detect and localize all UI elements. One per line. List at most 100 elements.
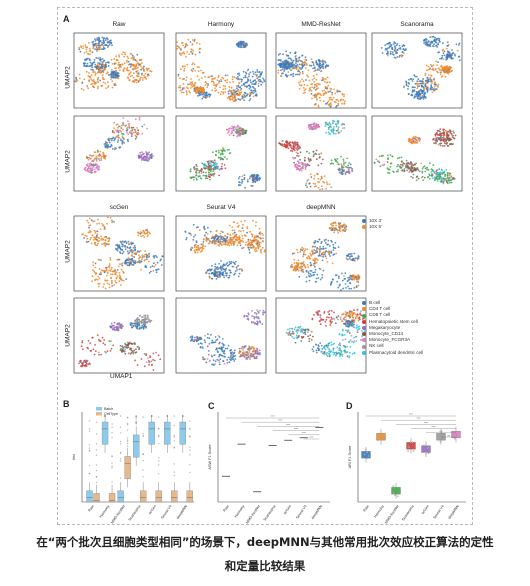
umap-batch-bottom-2-points (290, 221, 361, 291)
celltype-legend-item-text-2: CD8 T cell (369, 312, 391, 318)
umap-batch-top-1-points (176, 38, 266, 103)
chart-d-sig-5: ns (447, 434, 450, 437)
chart-d-sig-4: ns (440, 430, 443, 433)
chart-b-box-1-6 (186, 490, 193, 503)
chart-b-legend-text-0: Batch (104, 407, 113, 411)
chart-b-box-0-6 (179, 421, 186, 445)
chart-b-tick-2: MMD-ResNet (110, 504, 126, 524)
method-title-3: Scanorama (400, 21, 434, 28)
chart-b-legend-swatch-0 (96, 407, 102, 411)
chart-b-box-0-0 (86, 490, 93, 503)
chart-d-tick-2: MMD-ResNet (384, 504, 400, 524)
chart-b-legend-text-1: CellType (104, 412, 118, 416)
celltype-legend: B cell CD4 T cell CD8 T cell Hematopoietic … (362, 300, 423, 356)
chart-b-box-1-4 (155, 490, 162, 503)
chart-d-sig-2: **** (424, 421, 428, 425)
chart-b-ylabel: ilisi (72, 454, 76, 459)
umap-celltype-top-0-points (83, 116, 154, 174)
umap-celltype-bottom-0-points (78, 314, 162, 371)
chart-c-tick-3: Scanorama (263, 504, 277, 521)
celltype-legend-item-4: Megakaryocyte (362, 325, 423, 331)
panel-d-label: D (346, 401, 353, 411)
chart-d-tick-0: Raw (362, 504, 370, 513)
celltype-legend-item-0: B cell (362, 300, 423, 306)
chart-b-box-0-1 (101, 421, 109, 445)
chart-b-tick-6: deepMNN (176, 504, 189, 520)
celltype-legend-item-text-3: Hematopoietic stem cell (369, 318, 418, 324)
chart-b-tick-0: Raw (87, 504, 95, 513)
chart-b-legend-swatch-1 (96, 412, 102, 416)
chart-c-tick-5: Seurat V4 (295, 504, 307, 519)
caption-line-2: 和定量比较结果 (224, 559, 306, 573)
batch-legend-item-text-1: 10X 5' (369, 224, 382, 230)
celltype-legend-item-text-0: B cell (369, 300, 381, 305)
celltype-legend-item-swatch-1 (362, 307, 366, 312)
umap-celltype-bottom-0-frame (73, 297, 165, 374)
chart-d-tick-5: Seurat V4 (432, 504, 444, 519)
batch-legend-item-1: 10X 5' (362, 224, 382, 230)
umap-celltype-top-2-points (278, 119, 354, 191)
chart-d-tick-4: scGen (421, 504, 430, 515)
umap-celltype-bottom-1-frame (175, 297, 267, 374)
celltype-legend-item-swatch-6 (362, 338, 366, 343)
celltype-legend-item-swatch-8 (362, 350, 366, 355)
method-title-1: Harmony (207, 21, 235, 28)
celltype-legend-item-swatch-3 (362, 319, 366, 324)
chart-b-box-1-3 (140, 490, 147, 503)
chart-d-box-5 (436, 433, 446, 441)
chart-d-sig-1: **** (416, 417, 420, 421)
chart-b-box-0-5 (164, 421, 171, 445)
caption-line-1: 在“两个批次且细胞类型相同”的场景下，deepMNN与其他常用批次效应校正算法的… (36, 535, 494, 549)
chart-b-box-0-3 (133, 434, 140, 458)
chart-c-tick-0: Raw (222, 504, 230, 513)
celltype-legend-item-1: CD4 T cell (362, 306, 423, 312)
umap-batch-top-2-points (277, 50, 346, 108)
chart-b-box-1-1 (108, 493, 116, 503)
celltype-legend-item-6: Monocyte_FCGR3A (362, 337, 423, 343)
chart-c-tick-1: Harmony (234, 504, 246, 518)
chart-d-tick-6: deepMNN (447, 504, 460, 520)
figure-frame: A UMAP2 UMAP2 UMAP2 UMAP2 UMAP1 10X 3' 10… (57, 7, 473, 525)
chart-c-ylabel: ASW F1 Score (208, 444, 212, 469)
batch-legend: 10X 3' 10X 5' (362, 218, 382, 230)
chart-b-tick-1: Harmony (99, 504, 111, 518)
celltype-legend-item-text-7: NK cell (369, 343, 384, 349)
umap-celltype-top-0-frame (73, 115, 165, 192)
celltype-legend-item-swatch-2 (362, 313, 366, 318)
method-title-0: Raw (112, 21, 126, 28)
chart-b-box-1-5 (171, 490, 178, 503)
celltype-legend-item-swatch-4 (362, 325, 366, 330)
chart-c-sig-1: **** (278, 419, 282, 423)
method-title-bottom-0: scGen (109, 204, 129, 211)
celltype-legend-item-swatch-5 (362, 332, 366, 337)
method-title-2: MMD-ResNet (301, 21, 341, 28)
celltype-legend-item-3: Hematopoietic stem cell (362, 319, 423, 325)
chart-d-sig-0: **** (409, 412, 413, 416)
chart-c-sig-4: **** (302, 431, 306, 435)
panel-b-label: B (63, 399, 70, 409)
method-title-bottom-1: Seurat V4 (206, 204, 236, 211)
chart-b-box-0-4 (148, 421, 155, 445)
umap1-label: UMAP1 (110, 373, 133, 380)
chart-d-box-6 (451, 430, 461, 439)
chart-b-tick-3: Scanorama (128, 504, 142, 521)
batch-legend-item-0: 10X 3' (362, 218, 382, 224)
celltype-legend-item-text-8: Plasmacytoid dendritic cell (369, 349, 424, 355)
umap-celltype-top-3-points (373, 128, 457, 185)
umap-batch-bottom-0-points (81, 216, 164, 290)
chart-d-box-1 (376, 433, 386, 441)
chart-b-tick-5: Seurat V4 (160, 504, 172, 519)
chart-c-sig-2: **** (286, 423, 290, 427)
chart-d-sig-3: **** (431, 425, 435, 429)
umap-celltype-bottom-1-points (189, 309, 266, 366)
batch-legend-item-swatch-1 (362, 225, 366, 230)
chart-c-tick-6: deepMNN (311, 504, 324, 520)
chart-c-sig-0: **** (271, 414, 275, 418)
chart-b-tick-4: scGen (148, 504, 157, 515)
celltype-legend-item-swatch-0 (362, 301, 366, 306)
celltype-legend-item-2: CD8 T cell (362, 312, 423, 318)
chart-d-tick-1: Harmony (373, 504, 385, 518)
panel-a-label: A (63, 14, 70, 24)
method-title-bottom-2: deepMNN (306, 204, 336, 211)
chart-c-tick-2: MMD-ResNet (245, 504, 261, 524)
